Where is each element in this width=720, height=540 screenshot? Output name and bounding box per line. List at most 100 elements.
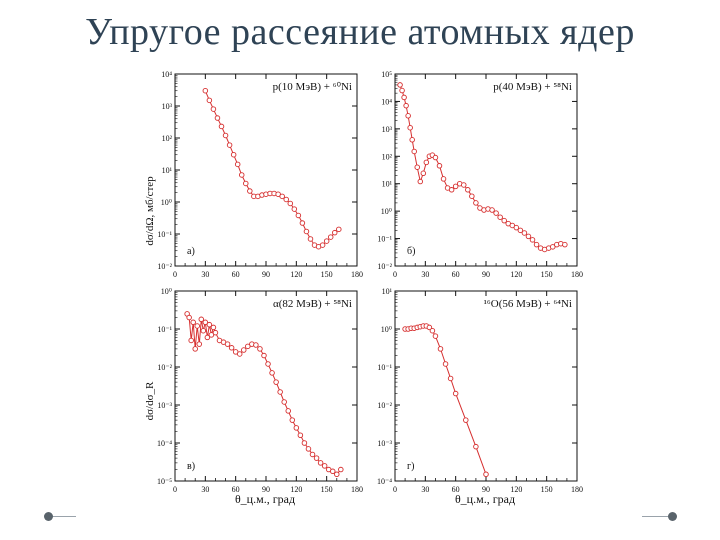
panel-letter: г) [407,461,414,472]
data-point [279,193,285,200]
series-line-1 [204,90,340,248]
y-tick-label: 10¹ [382,180,393,189]
data-point [194,323,200,329]
data-point [513,224,520,231]
y-tick-label: 10⁻² [377,262,392,271]
data-point [228,345,235,351]
data-point [334,471,340,478]
y-tick-label: 10⁻¹ [157,325,172,334]
x-tick-label: 30 [421,270,429,279]
data-point [411,148,417,155]
x-tick-label: 150 [321,485,333,494]
series-line-3 [186,313,342,475]
data-point [473,443,479,450]
data-point [192,346,198,352]
y-tick-label: 10¹ [162,166,173,175]
x-tick-label: 120 [510,270,522,279]
x-tick-label: 30 [201,270,209,279]
data-point [247,188,253,194]
x-tick-label: 120 [290,270,302,279]
y-tick-label: 10⁴ [381,97,392,106]
data-point [273,379,279,385]
y-tick-label: 10⁵ [381,70,392,79]
x-tick-label: 60 [452,485,460,494]
data-point [329,468,336,475]
x-tick-label: 60 [232,270,240,279]
data-point [218,123,225,130]
data-point [305,446,312,452]
data-point [489,207,495,213]
data-point [399,87,405,94]
y-tick-label: 10⁰ [381,325,392,334]
x-tick-label: 90 [262,270,270,279]
x-tick-label: 180 [571,485,583,494]
data-point [332,229,338,236]
data-point [517,227,524,234]
data-point [465,187,471,193]
reaction-label: p(40 МэВ) + ⁵⁸Ni [493,81,572,93]
data-point [236,351,243,357]
data-point [224,341,231,347]
data-point [238,172,245,178]
data-point [420,170,427,177]
data-point [226,142,233,148]
data-point [473,200,479,206]
data-point [289,417,296,423]
scattering-figure: dσ/dΩ, мб/стер dσ/dσ_R θ_ц.м., град θ_ц.… [144,70,583,506]
data-point [562,241,568,248]
data-point [549,244,556,250]
data-point [525,233,532,240]
x-tick-label: 90 [262,485,270,494]
data-point [230,151,237,158]
data-point [287,200,294,207]
y-tick-label: 10¹ [382,287,393,296]
data-point [403,102,409,109]
panel-letter: б) [407,246,415,257]
data-point [241,347,247,353]
y-tick-label: 10⁻⁵ [157,477,172,486]
decorative-dot-left [44,512,53,521]
data-point [521,230,528,236]
x-tick-label: 90 [482,270,490,279]
data-point [301,440,308,446]
data-point [206,97,213,104]
data-point [309,451,316,458]
y-tick-label: 10⁰ [161,287,172,296]
series-line-2 [399,84,566,251]
data-point [243,180,249,187]
x-tick-label: 150 [541,270,553,279]
slide-title: Упругое рассеяние атомных ядер [85,11,635,53]
data-point [509,222,516,229]
data-point [493,210,499,216]
decorative-dot-right [668,512,677,521]
y-tick-label: 10⁰ [161,198,172,207]
data-point [327,234,334,240]
data-point [483,471,489,478]
data-point [202,87,209,94]
x-tick-label: 180 [571,270,583,279]
data-point [414,164,420,170]
y-tick-label: 10³ [382,125,393,134]
data-point [275,191,281,197]
data-point [281,399,287,405]
data-point [202,319,209,326]
x-tick-label: 120 [510,485,522,494]
x-tick-label: 0 [393,485,397,494]
decorative-line-left [50,516,76,517]
data-point [245,343,251,350]
x-tick-label: 150 [541,485,553,494]
data-point [222,132,229,139]
reaction-label: α(82 МэВ) + ⁵⁸Ni [273,298,352,310]
y-tick-label: 10⁻¹ [377,363,392,372]
reaction-label: ¹⁶O(56 МэВ) + ⁶⁴Ni [484,298,572,310]
panel-frame-2 [394,73,578,267]
data-point [303,228,310,235]
figure-frame: dσ/dΩ, мб/стер dσ/dσ_R θ_ц.м., град θ_ц.… [140,66,590,516]
data-point [469,193,475,199]
data-point [436,163,443,169]
data-point [452,183,459,190]
data-point [188,337,194,344]
x-tick-label: 90 [482,485,490,494]
x-tick-label: 180 [351,485,363,494]
data-point [442,361,449,367]
